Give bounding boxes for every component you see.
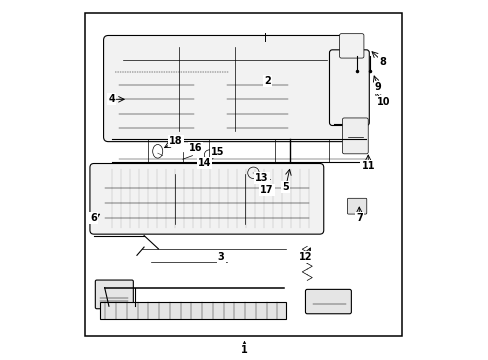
FancyBboxPatch shape (103, 36, 346, 141)
FancyBboxPatch shape (90, 163, 323, 234)
Text: 10: 10 (376, 97, 389, 107)
FancyBboxPatch shape (329, 50, 368, 126)
Text: 7: 7 (355, 213, 362, 222)
Text: 12: 12 (299, 252, 312, 262)
Text: 11: 11 (361, 161, 374, 171)
Text: 15: 15 (210, 147, 224, 157)
FancyBboxPatch shape (342, 118, 367, 154)
Text: 9: 9 (374, 82, 381, 93)
FancyBboxPatch shape (346, 198, 366, 214)
Text: 18: 18 (168, 136, 182, 146)
Text: 6: 6 (90, 213, 97, 222)
Text: 3: 3 (217, 252, 224, 262)
FancyBboxPatch shape (339, 34, 363, 58)
Text: 1: 1 (241, 345, 247, 355)
Bar (85, 13, 402, 336)
FancyBboxPatch shape (305, 289, 351, 314)
Text: 13: 13 (254, 173, 268, 183)
Bar (100, 302, 285, 319)
Text: 14: 14 (197, 158, 211, 168)
FancyBboxPatch shape (95, 280, 133, 309)
Text: 17: 17 (260, 185, 273, 195)
Text: 4: 4 (108, 94, 115, 104)
Text: 16: 16 (188, 143, 202, 153)
Text: 2: 2 (264, 76, 271, 86)
Text: 5: 5 (282, 182, 288, 192)
Text: 8: 8 (378, 57, 385, 67)
